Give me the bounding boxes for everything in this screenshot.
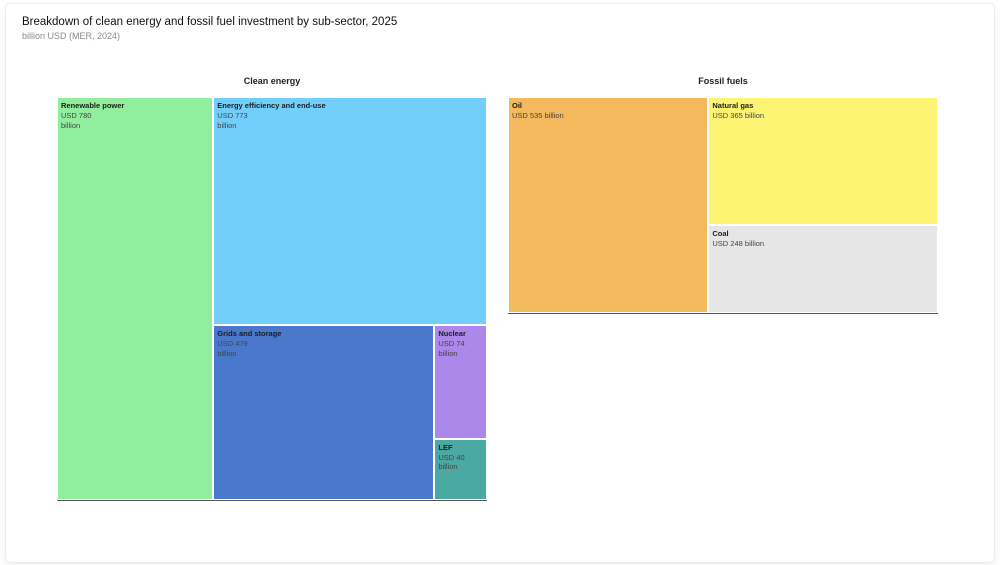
treemap-tile-lef[interactable]: LEF USD 40 billion xyxy=(434,438,487,500)
tile-value-lef: USD 40 billion xyxy=(438,452,465,472)
treemap-tile-renewable-power[interactable]: Renewable power USD 780 billion xyxy=(57,97,214,500)
chart-title: Breakdown of clean energy and fossil fue… xyxy=(22,16,398,28)
group-label-clean-energy: Clean energy xyxy=(243,76,301,86)
tile-label-coal: Coal xyxy=(712,229,729,239)
treemap-tile-coal[interactable]: Coal USD 248 billion xyxy=(708,225,938,313)
tile-label-grids-and-storage: Grids and storage xyxy=(217,329,282,339)
tile-label-natural-gas: Natural gas xyxy=(712,101,754,110)
tile-label-renewable-power: Renewable power xyxy=(61,101,125,110)
tile-label-lef: LEF xyxy=(438,442,453,452)
tile-value-oil: USD 535 billion xyxy=(512,111,564,120)
treemap-tile-natural-gas[interactable]: Natural gas USD 365 billion xyxy=(708,97,938,226)
treemap-tile-energy-efficiency-and-end-use[interactable]: Energy efficiency and end-use USD 773 bil… xyxy=(213,97,487,326)
chart-card: Breakdown of clean energy and fossil fue… xyxy=(6,4,994,562)
baseline-fossil-fuels xyxy=(508,312,938,314)
chart-subtitle: billion USD (MER, 2024) xyxy=(22,31,121,41)
tile-value-nuclear: USD 74 billion xyxy=(438,339,465,358)
treemap-tile-oil[interactable]: Oil USD 535 billion xyxy=(508,97,709,313)
tile-label-energy-efficiency-and-end-use: Energy efficiency and end-use xyxy=(217,101,326,110)
tile-value-energy-efficiency-and-end-use: USD 773 billion xyxy=(217,111,248,130)
tile-value-grids-and-storage: USD 479 billion xyxy=(217,339,248,358)
tile-label-nuclear: Nuclear xyxy=(438,329,466,339)
tile-label-oil: Oil xyxy=(512,101,523,110)
treemap-tile-nuclear[interactable]: Nuclear USD 74 billion xyxy=(434,325,487,439)
tile-value-natural-gas: USD 365 billion xyxy=(712,111,765,120)
treemap-tile-grids-and-storage[interactable]: Grids and storage USD 479 billion xyxy=(213,325,435,500)
tile-value-renewable-power: USD 780 billion xyxy=(61,111,92,130)
tile-value-coal: USD 248 billion xyxy=(712,239,765,249)
baseline-clean-energy xyxy=(57,500,487,501)
group-label-fossil-fuels: Fossil fuels xyxy=(698,76,748,86)
